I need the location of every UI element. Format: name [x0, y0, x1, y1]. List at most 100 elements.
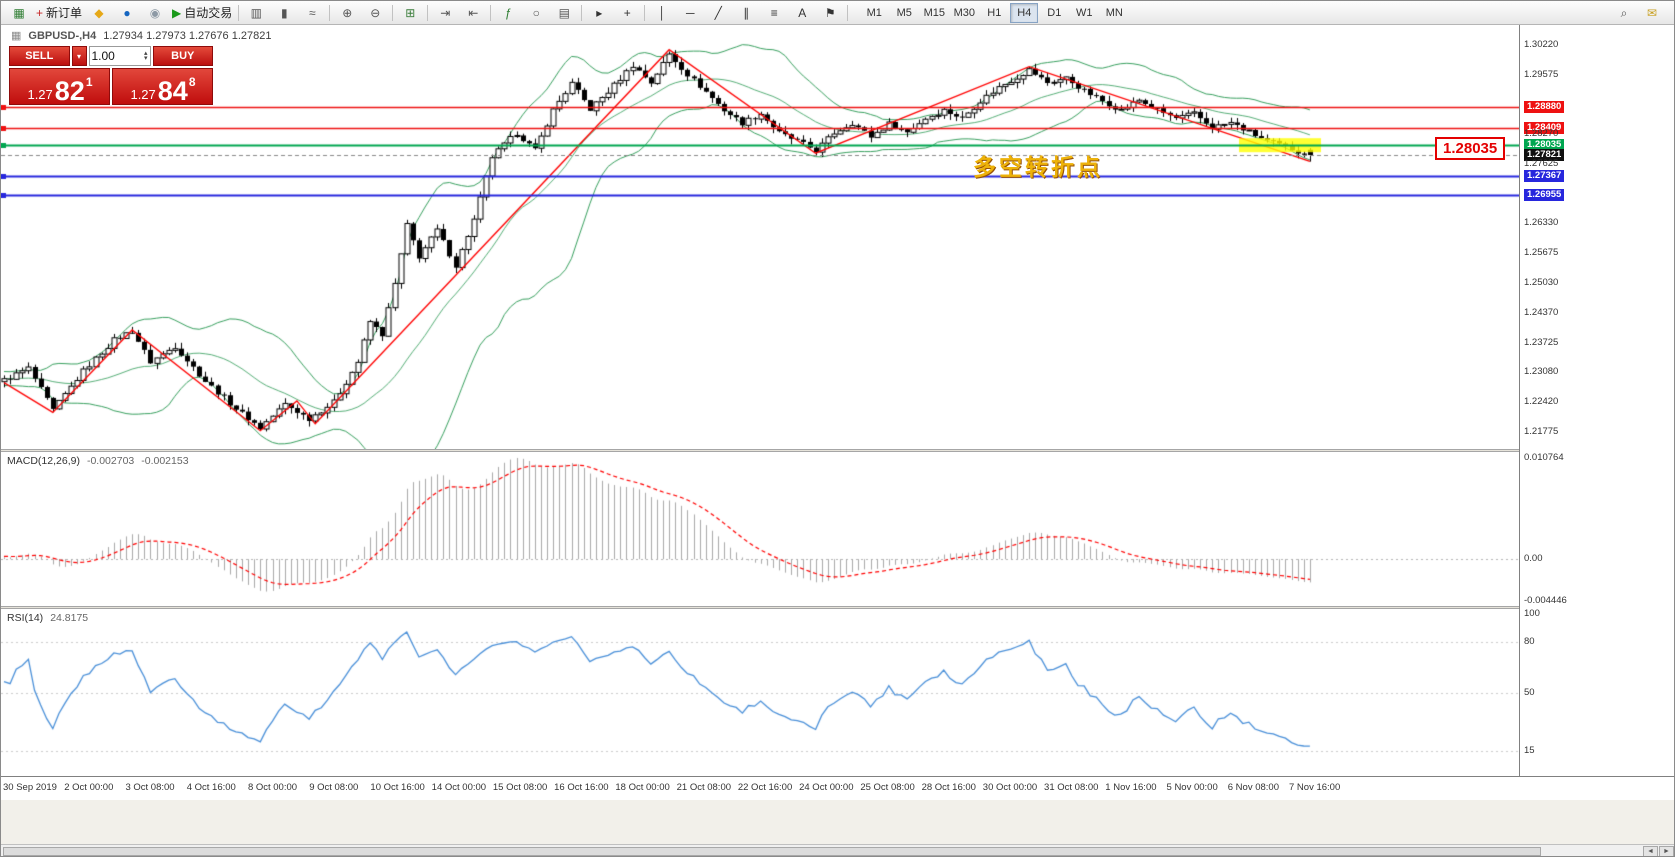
main-chart-canvas[interactable] [1, 25, 1519, 449]
community-chat-button[interactable]: ✉ [1638, 2, 1666, 24]
zoom-out-button[interactable]: ⊖ [361, 2, 389, 24]
crosshair-button[interactable]: + [613, 2, 641, 24]
rsi-scale-label: 80 [1524, 636, 1535, 648]
time-axis-label: 30 Oct 00:00 [982, 782, 1038, 793]
zoom-in-button[interactable]: ⊕ [333, 2, 361, 24]
timeframe-h1[interactable]: H1 [987, 6, 1002, 19]
auto-scroll-button[interactable]: ⇥ [431, 2, 459, 24]
new-order-icon: + [36, 5, 44, 20]
timeframe-d1[interactable]: D1 [1047, 6, 1062, 19]
history-center-button[interactable]: ◆ [85, 2, 113, 24]
price-scale-label: 1.21775 [1524, 425, 1559, 437]
history-center-icon: ◆ [94, 5, 104, 20]
timeframe-m30[interactable]: M30 [953, 6, 975, 19]
buy-button[interactable]: BUY [152, 46, 213, 66]
chart-symbol-period: GBPUSD-,H4 [28, 29, 97, 42]
time-axis-label: 1 Nov 16:00 [1105, 782, 1157, 793]
price-scale-label: 1.22420 [1524, 396, 1559, 408]
fibonacci-icon: ≡ [770, 5, 778, 20]
time-axis-label: 3 Oct 08:00 [125, 782, 175, 793]
chart-shift-button[interactable]: ⇤ [459, 2, 487, 24]
indicators-icon: ƒ [504, 5, 512, 20]
bar-chart-button[interactable]: ▥ [242, 2, 270, 24]
channel-icon: ∥ [743, 5, 750, 20]
time-axis-label: 24 Oct 00:00 [799, 782, 854, 793]
rsi-value: 24.8175 [50, 612, 89, 624]
tile-windows-icon: ⊞ [405, 5, 416, 20]
cursor-icon: ▸ [596, 5, 603, 20]
horizontal-line-button[interactable]: ─ [676, 2, 704, 24]
time-axis-label: 4 Oct 16:00 [186, 782, 236, 793]
macd-panel-canvas[interactable] [1, 452, 1519, 606]
autotrading-icon: ▶ [172, 5, 182, 20]
text-button[interactable]: A [788, 2, 816, 24]
price-scale-label: 1.28409 [1524, 122, 1565, 135]
periods-button[interactable]: ○ [522, 2, 550, 24]
zoom-out-icon: ⊖ [370, 5, 381, 20]
price-scale-label: 1.23080 [1524, 366, 1559, 378]
cursor-button[interactable]: ▸ [585, 2, 613, 24]
candlestick-chart-button[interactable]: ▮ [270, 2, 298, 24]
horizontal-scrollbar[interactable]: ◄ ► [1, 844, 1674, 856]
templates-button[interactable]: ▤ [550, 2, 578, 24]
metaeditor-button[interactable]: ◉ [141, 2, 169, 24]
price-callout-label[interactable]: 1.28035 [1435, 137, 1506, 160]
time-axis-label: 8 Oct 00:00 [247, 782, 298, 793]
scroll-left-button[interactable]: ◄ [1643, 846, 1658, 856]
new-chart-icon: ▦ [13, 5, 25, 20]
new-chart-button[interactable]: ▦ [5, 2, 33, 24]
scroll-left-icon: ◄ [1647, 848, 1654, 855]
chart-ohlc-values: 1.27934 1.27973 1.27676 1.27821 [103, 29, 272, 42]
toolbar-right: ⌕ ✉ [1610, 2, 1666, 24]
arrows-button[interactable]: ⚑ [816, 2, 844, 24]
time-axis-label: 25 Oct 08:00 [860, 782, 915, 793]
timeframe-m5[interactable]: M5 [896, 6, 912, 19]
macd-main-value: -0.002703 [86, 455, 135, 467]
rsi-splitter[interactable] [1, 606, 1674, 609]
scroll-right-button[interactable]: ► [1659, 846, 1674, 856]
toolbar-separator [427, 4, 429, 21]
price-scale-label: 1.24370 [1524, 307, 1559, 318]
indicators-button[interactable]: ƒ [494, 2, 522, 24]
auto-scroll-icon: ⇥ [440, 5, 451, 20]
scrollbar-thumb[interactable] [3, 847, 1541, 856]
sell-price-panel[interactable]: 1.27 82 1 [9, 68, 110, 105]
channel-button[interactable]: ∥ [732, 2, 760, 24]
volume-input[interactable]: 1.00 ▴ ▾ [88, 46, 151, 66]
search-button[interactable]: ⌕ [1610, 2, 1638, 24]
price-scale-label: 1.28270 [1524, 128, 1559, 140]
buy-price-sup: 8 [188, 75, 196, 89]
volume-stepper[interactable]: ▴ ▾ [143, 50, 148, 62]
horizontal-line-icon: ─ [686, 5, 695, 20]
timeframe-h4[interactable]: H4 [1010, 2, 1039, 23]
fibonacci-button[interactable]: ≡ [760, 2, 788, 24]
timeframe-mn[interactable]: MN [1105, 6, 1123, 19]
buy-price-panel[interactable]: 1.27 84 8 [112, 68, 213, 105]
spin-up-icon[interactable]: ▴ [143, 50, 148, 57]
timeframe-m1[interactable]: M1 [866, 6, 882, 19]
spin-down-icon[interactable]: ▾ [143, 55, 148, 62]
price-scale-label: 1.23725 [1524, 336, 1559, 348]
sell-price-small: 1.27 [27, 86, 53, 102]
arrows-icon: ⚑ [824, 5, 836, 20]
tile-windows-button[interactable]: ⊞ [396, 2, 424, 24]
timeframe-m15[interactable]: M15 [923, 6, 945, 19]
sell-button[interactable]: SELL [9, 46, 70, 66]
new-order-button[interactable]: + 新订单 [33, 2, 85, 24]
volume-value: 1.00 [91, 49, 115, 63]
vertical-line-button[interactable]: │ [648, 2, 676, 24]
rsi-panel-canvas[interactable] [1, 609, 1519, 776]
sell-dropdown-button[interactable]: ▾ [71, 46, 87, 66]
line-chart-button[interactable]: ≈ [298, 2, 326, 24]
toolbar-separator [329, 4, 331, 21]
timeframe-w1[interactable]: W1 [1076, 6, 1093, 19]
web-community-button[interactable]: ● [113, 2, 141, 24]
macd-splitter[interactable] [1, 449, 1674, 452]
trendline-button[interactable]: ╱ [704, 2, 732, 24]
price-scale[interactable]: 1.30220 1.29575 1.28880 1.28409 1.28270 1.280… [1519, 25, 1674, 776]
time-axis-label: 2 Oct 00:00 [64, 782, 114, 793]
time-axis[interactable]: 30 Sep 2019 2 Oct 00:00 3 Oct 08:00 4 Oct 1… [1, 776, 1674, 800]
turning-point-annotation[interactable]: 多空转折点 [973, 154, 1103, 180]
autotrading-button[interactable]: ▶ 自动交易 [169, 2, 235, 24]
